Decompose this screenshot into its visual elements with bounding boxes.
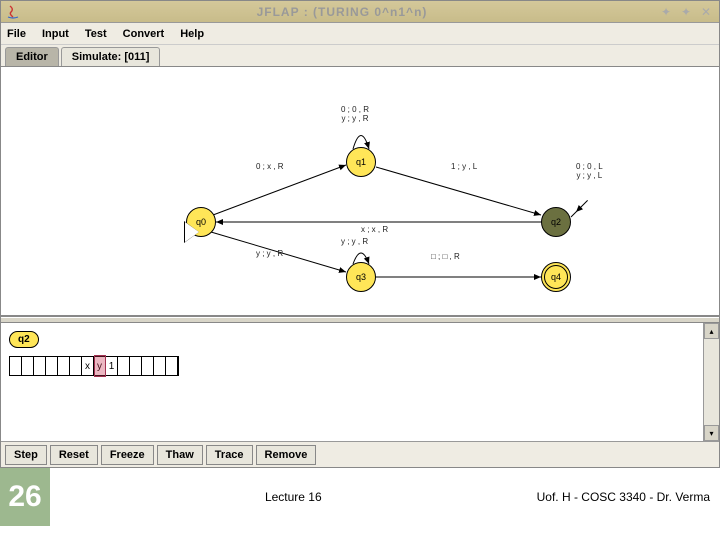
tape-cell <box>118 357 130 375</box>
app-window: JFLAP : (TURING 0^n1^n) ✦ ✦ ✕ File Input… <box>0 0 720 468</box>
tape: xy1 <box>9 356 179 376</box>
tape-cell <box>10 357 22 375</box>
tape-cell <box>154 357 166 375</box>
edge-label: y ; y , R <box>256 249 283 258</box>
state-q4[interactable]: q4 <box>541 262 571 292</box>
slide-number: 26 <box>0 468 50 526</box>
freeze-button[interactable]: Freeze <box>101 445 154 465</box>
state-q2[interactable]: q2 <box>541 207 571 237</box>
slide-footer: 26 Lecture 16 Uof. H - COSC 3340 - Dr. V… <box>0 468 720 526</box>
tab-simulate[interactable]: Simulate: [011] <box>61 47 161 66</box>
tabbar: Editor Simulate: [011] <box>1 45 719 67</box>
menu-convert[interactable]: Convert <box>123 28 165 40</box>
step-button[interactable]: Step <box>5 445 47 465</box>
edge-label: x ; x , R <box>361 225 388 234</box>
java-icon <box>5 4 21 20</box>
tape-cell: x <box>82 357 94 375</box>
menu-file[interactable]: File <box>7 28 26 40</box>
start-arrow-icon <box>185 222 199 242</box>
minimize-icon[interactable]: ✦ <box>657 4 675 20</box>
reset-button[interactable]: Reset <box>50 445 98 465</box>
simulation-pane: q2 xy1 ▴ ▾ <box>1 323 719 441</box>
footer-center: Lecture 16 <box>50 490 537 504</box>
scroll-up-icon[interactable]: ▴ <box>704 323 719 339</box>
tape-cell <box>166 357 178 375</box>
tape-cell <box>58 357 70 375</box>
automaton-canvas[interactable]: q0q1q2q3q4 0 ; x , R0 ; 0 , R y ; y , R1… <box>1 67 719 317</box>
tape-cell: y <box>94 357 106 375</box>
titlebar: JFLAP : (TURING 0^n1^n) ✦ ✦ ✕ <box>1 1 719 23</box>
tape-cell: 1 <box>106 357 118 375</box>
scroll-track[interactable] <box>704 339 719 425</box>
edge-label: 0 ; 0 , L y ; y , L <box>576 162 603 180</box>
edge-label: 0 ; x , R <box>256 162 284 171</box>
tape-cell <box>46 357 58 375</box>
maximize-icon[interactable]: ✦ <box>677 4 695 20</box>
menu-help[interactable]: Help <box>180 28 204 40</box>
sim-button-row: Step Reset Freeze Thaw Trace Remove <box>1 441 719 467</box>
close-icon[interactable]: ✕ <box>697 4 715 20</box>
menubar: File Input Test Convert Help <box>1 23 719 45</box>
tape-cell <box>142 357 154 375</box>
window-title: JFLAP : (TURING 0^n1^n) <box>27 5 657 19</box>
menu-test[interactable]: Test <box>85 28 107 40</box>
edge-label: 0 ; 0 , R y ; y , R <box>341 105 369 123</box>
tape-cell <box>34 357 46 375</box>
trace-button[interactable]: Trace <box>206 445 253 465</box>
scroll-down-icon[interactable]: ▾ <box>704 425 719 441</box>
tape-cell <box>70 357 82 375</box>
tape-cell <box>130 357 142 375</box>
edge-label: 1 ; y , L <box>451 162 477 171</box>
window-controls: ✦ ✦ ✕ <box>657 4 715 20</box>
tape-cell <box>22 357 34 375</box>
vertical-scrollbar[interactable]: ▴ ▾ <box>703 323 719 441</box>
edge-label: y ; y , R <box>341 237 368 246</box>
current-state-badge: q2 <box>9 331 39 348</box>
thaw-button[interactable]: Thaw <box>157 445 203 465</box>
menu-input[interactable]: Input <box>42 28 69 40</box>
state-q1[interactable]: q1 <box>346 147 376 177</box>
state-q3[interactable]: q3 <box>346 262 376 292</box>
remove-button[interactable]: Remove <box>256 445 317 465</box>
tab-editor[interactable]: Editor <box>5 47 59 66</box>
footer-right: Uof. H - COSC 3340 - Dr. Verma <box>537 490 710 504</box>
edge-label: □ ; □ , R <box>431 252 460 261</box>
